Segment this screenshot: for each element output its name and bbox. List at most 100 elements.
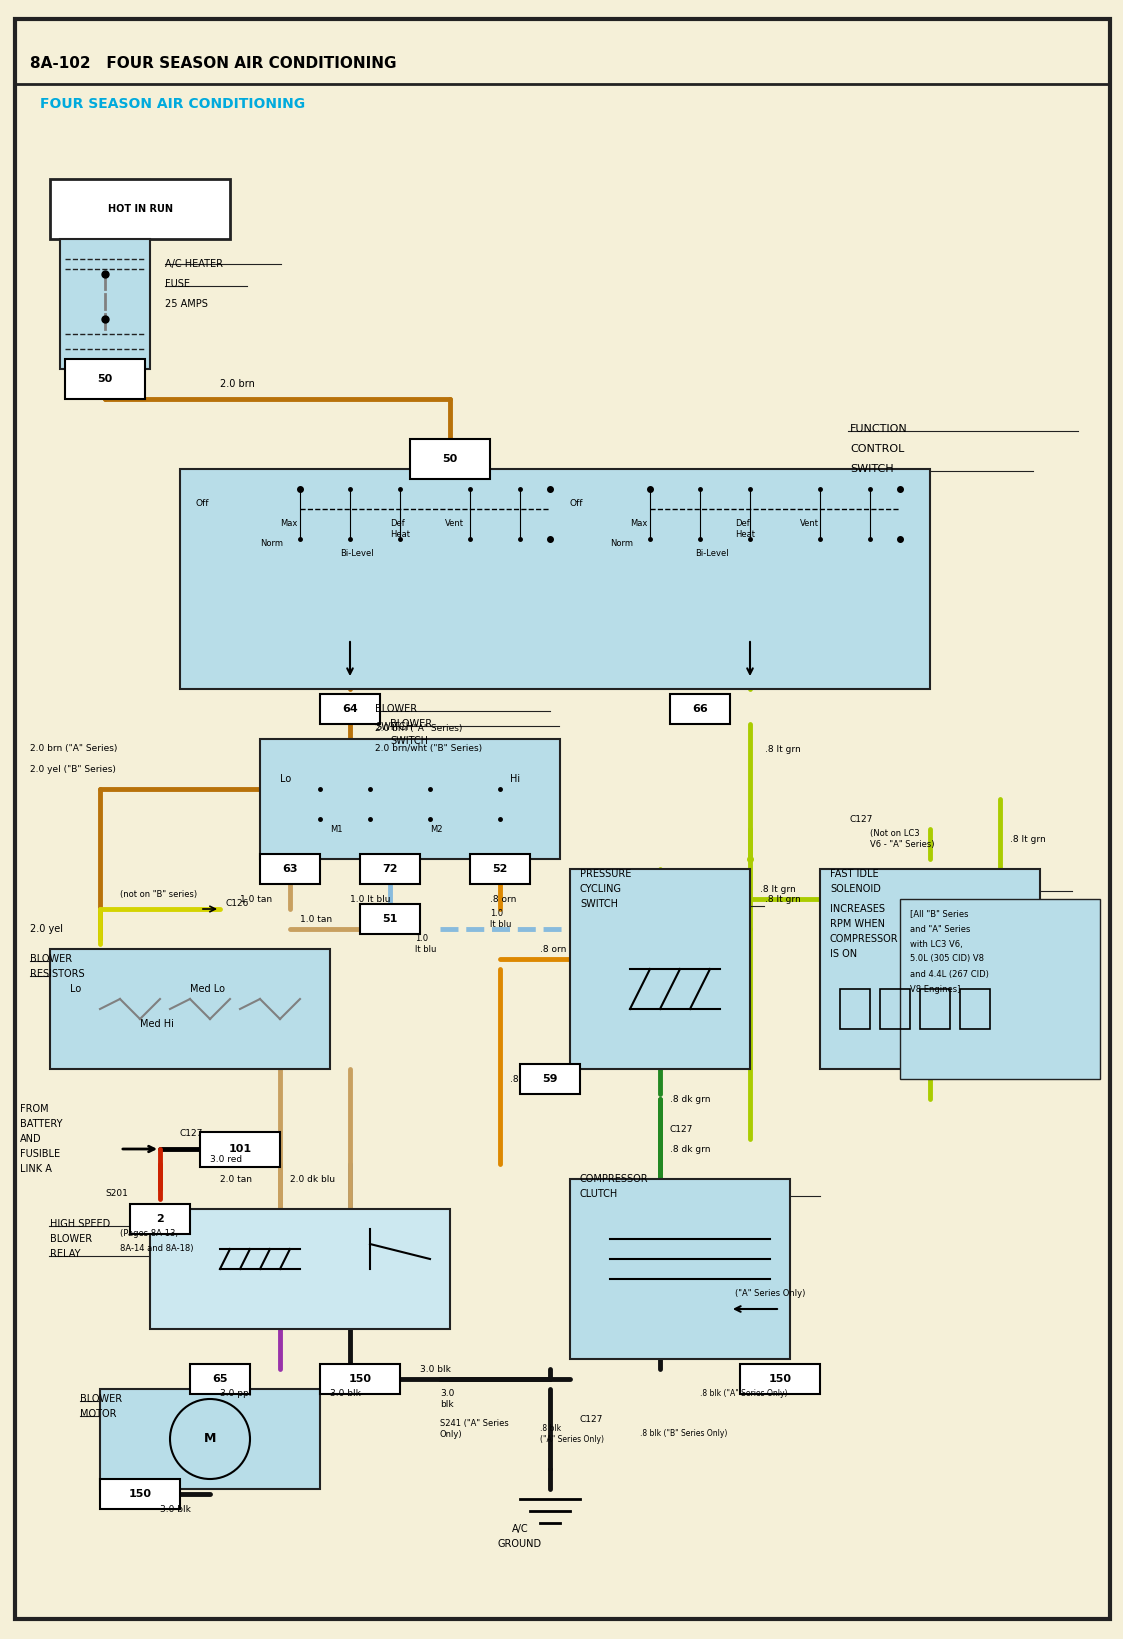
Text: 2.0 brn ("A" Series): 2.0 brn ("A" Series): [30, 744, 118, 754]
Text: 3.0 blk: 3.0 blk: [159, 1505, 191, 1513]
Bar: [410, 439, 490, 479]
Text: BLOWER: BLOWER: [375, 705, 417, 715]
Text: 2.0 tan: 2.0 tan: [220, 1175, 252, 1183]
Text: CLUTCH: CLUTCH: [579, 1188, 619, 1200]
Text: 1.0 tan: 1.0 tan: [300, 915, 332, 923]
Bar: [360, 854, 420, 883]
Text: 2.0 dk blu: 2.0 dk blu: [290, 1175, 335, 1183]
Text: FUNCTION: FUNCTION: [850, 425, 907, 434]
Text: Lo: Lo: [70, 983, 81, 993]
Text: 8A-14 and 8A-18): 8A-14 and 8A-18): [120, 1244, 193, 1254]
Text: and "A" Series: and "A" Series: [910, 924, 970, 934]
Text: 64: 64: [343, 705, 358, 715]
Text: .8 blk ("B" Series Only): .8 blk ("B" Series Only): [640, 1429, 728, 1439]
Bar: [51, 949, 330, 1069]
Text: HIGH SPEED: HIGH SPEED: [51, 1219, 110, 1229]
Text: Med Hi: Med Hi: [140, 1019, 174, 1029]
Text: M1: M1: [330, 824, 343, 834]
Text: FUSIBLE: FUSIBLE: [20, 1149, 61, 1159]
Text: FOUR SEASON AIR CONDITIONING: FOUR SEASON AIR CONDITIONING: [40, 97, 305, 111]
Text: AND: AND: [20, 1134, 42, 1144]
Bar: [880, 988, 910, 1029]
Bar: [740, 1364, 820, 1395]
Text: 2.0 brn ("A" Series): 2.0 brn ("A" Series): [375, 724, 463, 734]
Text: C127: C127: [850, 815, 874, 823]
Text: .8 dk grn: .8 dk grn: [670, 1144, 711, 1154]
Bar: [190, 1364, 250, 1395]
Bar: [100, 1478, 180, 1510]
Bar: [150, 1210, 450, 1329]
Text: 50: 50: [98, 374, 112, 384]
Bar: [51, 179, 230, 239]
Text: BLOWER: BLOWER: [390, 720, 432, 729]
Text: .8 lt grn: .8 lt grn: [760, 885, 796, 893]
Text: BLOWER: BLOWER: [80, 1395, 122, 1405]
Text: [All "B" Series: [All "B" Series: [910, 910, 968, 918]
Text: 2.0 yel: 2.0 yel: [30, 924, 63, 934]
Text: RELAY: RELAY: [51, 1249, 81, 1259]
Text: 25 AMPS: 25 AMPS: [165, 298, 208, 310]
Text: and 4.4L (267 CID): and 4.4L (267 CID): [910, 970, 989, 978]
Text: Bi-Level: Bi-Level: [340, 549, 374, 559]
Text: SOLENOID: SOLENOID: [830, 883, 880, 893]
Bar: [520, 1064, 579, 1093]
Text: 3.0 blk: 3.0 blk: [420, 1365, 450, 1373]
Text: CYCLING: CYCLING: [579, 883, 622, 893]
Text: C127: C127: [670, 1124, 693, 1134]
Text: Lo: Lo: [280, 774, 291, 783]
Text: .8 blk ("A" Series Only): .8 blk ("A" Series Only): [700, 1390, 787, 1398]
Bar: [320, 693, 380, 724]
Bar: [261, 854, 320, 883]
Text: 1.0 lt blu: 1.0 lt blu: [350, 895, 391, 903]
Bar: [130, 1205, 190, 1234]
Text: 3.0
blk: 3.0 blk: [440, 1390, 455, 1408]
Text: 2.0 yel ("B" Series): 2.0 yel ("B" Series): [30, 764, 116, 774]
Text: 8A-102   FOUR SEASON AIR CONDITIONING: 8A-102 FOUR SEASON AIR CONDITIONING: [30, 56, 396, 72]
Bar: [570, 869, 750, 1069]
Text: 1.0 tan: 1.0 tan: [240, 895, 272, 903]
Bar: [65, 359, 145, 398]
Text: .8 orn: .8 orn: [540, 944, 566, 954]
Text: 3.0 red: 3.0 red: [210, 1154, 243, 1164]
Text: Max: Max: [280, 520, 298, 528]
Text: C126: C126: [225, 900, 248, 908]
Text: Off: Off: [195, 500, 209, 508]
Text: C127: C127: [579, 1414, 603, 1424]
Text: BLOWER: BLOWER: [30, 954, 72, 964]
Bar: [900, 900, 1101, 1078]
Text: COMPRESSOR: COMPRESSOR: [830, 934, 898, 944]
Bar: [960, 988, 990, 1029]
Bar: [570, 1178, 789, 1359]
Text: BATTERY: BATTERY: [20, 1119, 63, 1129]
Text: 50: 50: [442, 454, 458, 464]
Text: .8 orn: .8 orn: [510, 1075, 537, 1083]
Text: SWITCH: SWITCH: [390, 736, 428, 746]
Text: 2: 2: [156, 1214, 164, 1224]
Text: .8 lt grn: .8 lt grn: [765, 895, 801, 903]
Text: S201: S201: [104, 1190, 128, 1198]
Text: 65: 65: [212, 1373, 228, 1383]
Text: 101: 101: [228, 1144, 252, 1154]
Text: M2: M2: [430, 824, 442, 834]
Text: 52: 52: [492, 864, 508, 874]
Bar: [920, 988, 950, 1029]
Text: RESISTORS: RESISTORS: [30, 969, 84, 978]
Text: ("A" Series Only): ("A" Series Only): [734, 1290, 805, 1298]
Text: FROM: FROM: [20, 1105, 48, 1115]
Text: (not on "B" series): (not on "B" series): [120, 890, 198, 898]
Text: M: M: [203, 1432, 217, 1446]
Text: PRESSURE: PRESSURE: [579, 869, 631, 879]
Bar: [200, 1131, 280, 1167]
Text: COMPRESSOR: COMPRESSOR: [579, 1174, 649, 1183]
Text: BLOWER: BLOWER: [51, 1234, 92, 1244]
Text: Def
Heat: Def Heat: [390, 520, 410, 539]
Bar: [820, 869, 1040, 1069]
Text: 59: 59: [542, 1074, 558, 1083]
Text: 66: 66: [692, 705, 707, 715]
Text: FAST IDLE: FAST IDLE: [830, 869, 878, 879]
Text: 1.0
lt blu: 1.0 lt blu: [416, 934, 437, 954]
Text: 1.0
lt blu: 1.0 lt blu: [490, 910, 511, 929]
Text: 5.0L (305 CID) V8: 5.0L (305 CID) V8: [910, 954, 984, 964]
Text: 2.0 brn/wht ("B" Series): 2.0 brn/wht ("B" Series): [375, 744, 482, 754]
Text: GROUND: GROUND: [497, 1539, 542, 1549]
